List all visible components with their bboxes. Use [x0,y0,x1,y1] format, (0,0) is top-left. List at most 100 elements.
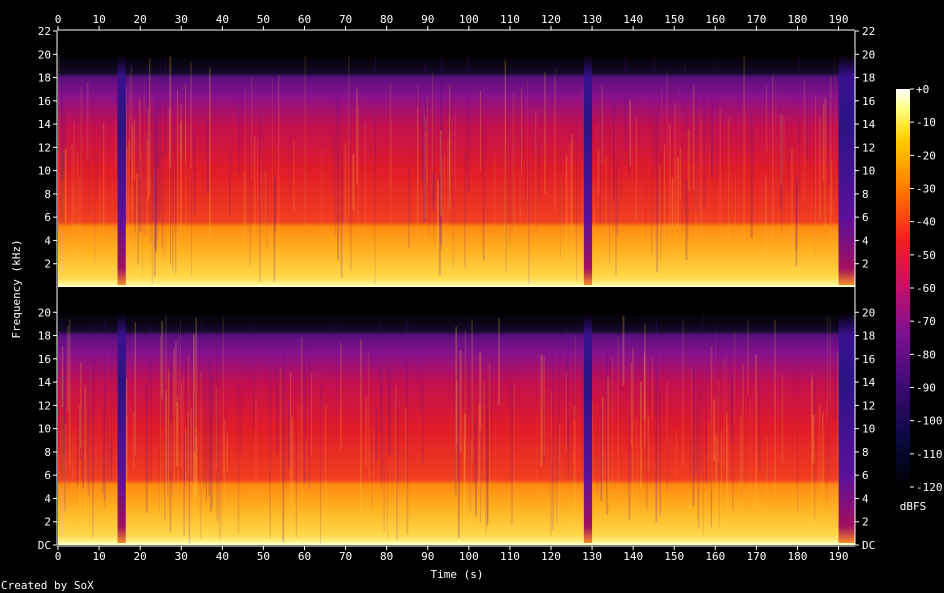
spectral-streak [581,93,583,161]
dc-line [58,543,855,545]
spectral-streak [178,370,180,425]
spectral-streak [821,412,824,494]
spectral-streak [72,182,74,215]
spectral-streak [658,164,661,240]
spectral-streak [651,356,653,420]
spectral-streak [636,418,638,519]
spectral-streak [365,395,368,467]
spectral-streak [187,354,190,521]
spectral-streak [340,150,343,279]
spectral-streak [674,103,677,261]
spectral-streak [162,389,164,481]
spectral-streak [169,108,170,276]
x-tick-label: 140 [623,13,643,26]
spectral-streak [297,405,300,480]
x-tick-label: 20 [134,550,147,563]
spectral-streak [288,116,291,202]
spectral-streak [695,85,697,211]
colorbar-tick-label: -100 [916,415,943,428]
spectral-streak [834,56,836,254]
spectral-streak [138,99,141,182]
spectral-streak [218,417,221,540]
spectral-streak [647,415,649,471]
spectral-streak [433,66,436,246]
spectral-streak [405,407,407,515]
channel-1-panel [58,31,855,287]
spectral-streak [700,386,702,477]
spectral-streak [806,87,809,161]
spectral-streak [131,126,134,254]
spectral-streak [824,97,827,229]
spectral-streak [597,150,600,195]
spectral-streak [616,152,619,238]
spectral-streak [612,356,614,515]
y-tick-label: 16 [862,95,875,108]
spectral-streak [160,335,161,524]
spectral-streak [126,146,128,247]
x-tick-label: 170 [746,13,766,26]
colorbar-tick-label: -110 [916,448,943,461]
spectral-streak [694,407,698,475]
spectral-streak [195,428,198,493]
spectral-streak [185,428,187,485]
spectral-streak [573,406,576,536]
spectral-streak [639,381,642,489]
x-tick-label: 120 [541,550,561,563]
spectral-streak [440,56,443,251]
colorbar-tick-label: -80 [916,348,936,361]
spectral-streak [76,152,79,249]
spectral-streak [95,153,98,198]
spectral-streak [467,55,470,193]
spectral-streak [259,108,261,282]
spectral-streak [814,139,816,257]
spectral-streak [172,415,175,497]
x-tick-label: 20 [134,13,147,26]
spectral-streak [149,118,152,242]
spectral-streak [282,338,285,543]
channel-2-panel [58,289,855,545]
spectral-streak [79,177,81,245]
spectral-streak [651,56,653,255]
spectral-streak [812,414,815,464]
spectral-streak [600,405,603,501]
x-tick-label: 110 [500,13,520,26]
spectral-streak [558,423,561,518]
y-tick-label: 8 [44,446,51,459]
y-tick-label: 8 [44,188,51,201]
spectral-streak [408,125,410,248]
spectral-streak [200,319,202,540]
spectral-streak [470,438,473,541]
spectral-streak [147,107,149,201]
spectral-streak [448,85,451,209]
spectral-streak [540,354,543,467]
spectral-streak [175,402,178,466]
x-tick-label: 160 [705,13,725,26]
spectral-streak [829,317,831,406]
spectral-streak [684,171,686,215]
spectral-streak [151,111,154,286]
spectral-streak [352,154,355,210]
spectral-streak [186,361,188,474]
spectral-streak [107,415,109,482]
spectral-streak [669,123,671,251]
spectral-streak [303,339,306,485]
y-tick-label: 6 [862,211,869,224]
spectral-streak [750,112,753,239]
spectral-streak [260,153,262,285]
spectral-streak [464,329,466,461]
spectral-streak [161,151,163,248]
spectral-streak [229,148,231,216]
spectral-streak [697,333,699,519]
spectral-streak [819,117,821,221]
spectral-streak [560,175,562,256]
spectral-streak [324,404,327,543]
colorbar-tick-label: -50 [916,249,936,262]
colorbar-tick-label: -20 [916,149,936,162]
spectral-streak [632,348,634,522]
spectral-streak [421,384,424,465]
spectral-streak [659,389,662,516]
spectral-streak [145,382,148,513]
spectral-streak [184,123,187,243]
spectral-streak [379,318,382,433]
y-tick-label: 2 [862,258,869,271]
